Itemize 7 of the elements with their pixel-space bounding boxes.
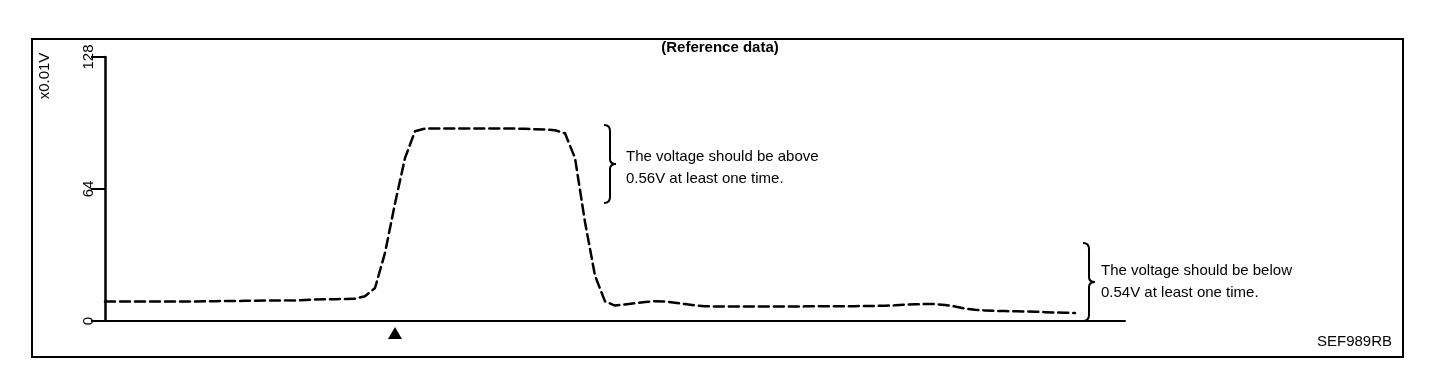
y-tick-label: 128 — [79, 44, 96, 70]
annotation: The voltage should be above 0.56V at least one time. — [626, 146, 819, 188]
chart-title: (Reference data) — [661, 38, 779, 55]
annotation: The voltage should be below 0.54V at least one time. — [1101, 260, 1292, 302]
y-tick-label: 64 — [79, 180, 96, 198]
y-axis-title: x0.01V — [34, 52, 53, 100]
text: SEF989RB — [1316, 331, 1392, 351]
